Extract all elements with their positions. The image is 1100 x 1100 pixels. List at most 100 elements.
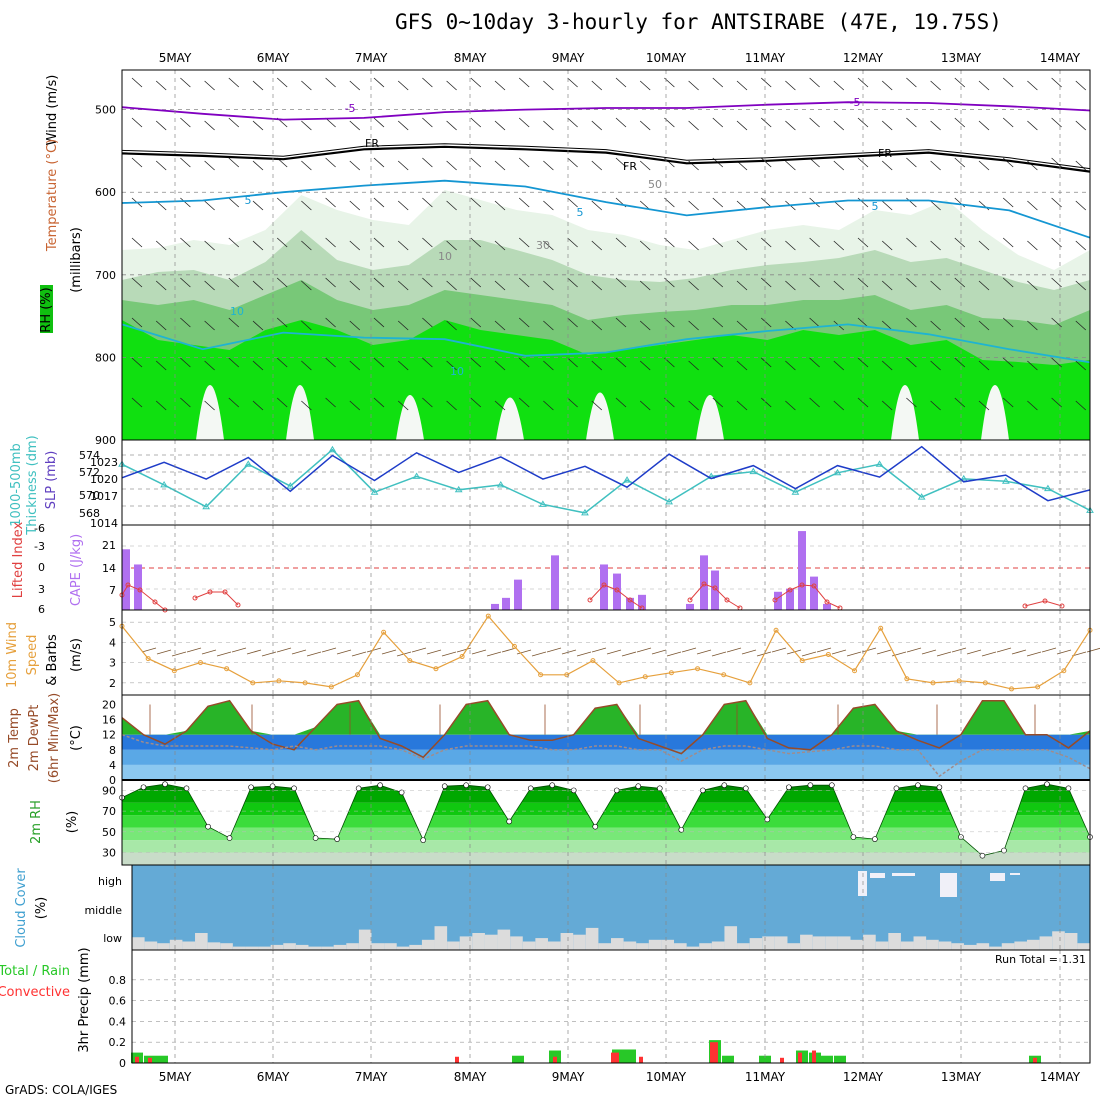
rh-marker bbox=[226, 835, 233, 841]
cloud-high-bar bbox=[940, 873, 957, 897]
wind-barb bbox=[180, 277, 191, 288]
wind-barb bbox=[1051, 237, 1062, 248]
rh-marker bbox=[915, 782, 921, 788]
cloud-low-bar bbox=[1077, 943, 1090, 950]
wind-barb bbox=[1051, 157, 1062, 168]
wind-barb bbox=[131, 77, 143, 88]
rh-marker bbox=[205, 823, 211, 830]
y-tick-label: 500 bbox=[95, 104, 116, 117]
thickness-marker bbox=[496, 480, 505, 488]
cloud-low-bar bbox=[963, 944, 977, 950]
precip-total-bar bbox=[821, 1055, 833, 1063]
thickness-marker bbox=[370, 488, 379, 495]
wind-barb bbox=[397, 200, 409, 211]
wind-barb bbox=[833, 160, 845, 171]
wind-barb bbox=[228, 197, 240, 208]
lifted-index-marker bbox=[125, 582, 131, 588]
wind-barb bbox=[301, 400, 312, 411]
precip-total-bar bbox=[512, 1055, 524, 1063]
wind-barb bbox=[180, 77, 191, 88]
wind-barb bbox=[349, 320, 361, 331]
wind-barb bbox=[688, 280, 699, 291]
thickness-marker bbox=[665, 497, 674, 505]
thickness-line bbox=[121, 448, 1091, 514]
wind-barb bbox=[543, 160, 554, 171]
cloud-high-bar bbox=[1010, 873, 1020, 875]
wind-speed-marker bbox=[302, 680, 308, 686]
wind-barb bbox=[301, 240, 312, 251]
cloud-low-bar bbox=[837, 936, 851, 950]
wind-barb bbox=[180, 397, 191, 408]
rh-marker bbox=[829, 782, 835, 788]
wind-barb bbox=[397, 360, 409, 371]
wind-barb bbox=[639, 280, 651, 291]
wind-barb bbox=[325, 317, 336, 328]
date-label-bottom: 13MAY bbox=[941, 1070, 982, 1084]
cloud-low-bar bbox=[888, 933, 901, 950]
wind-barb bbox=[1051, 317, 1062, 328]
temp-unit-label: (°C) bbox=[69, 725, 84, 751]
wind-barb bbox=[1002, 397, 1014, 408]
lifted-index-marker bbox=[627, 597, 633, 603]
wind-barb bbox=[736, 240, 748, 251]
rh-marker bbox=[484, 784, 491, 791]
wind-barb bbox=[978, 200, 990, 211]
wind-barb bbox=[543, 320, 554, 331]
wind-speed-marker bbox=[564, 672, 570, 678]
wind-barb-10m bbox=[336, 649, 352, 655]
wind-barb bbox=[1027, 360, 1038, 371]
wind-barb bbox=[228, 117, 240, 128]
wind-barb bbox=[204, 240, 215, 251]
dewpt-ylabel: 2m DewPt bbox=[27, 705, 42, 772]
wind-barb bbox=[930, 280, 941, 291]
y-tick-label: 1020 bbox=[90, 473, 118, 486]
wind-barb bbox=[954, 317, 966, 328]
wind-barb-10m bbox=[786, 649, 802, 655]
wind-barb bbox=[349, 120, 361, 131]
rh-marker bbox=[140, 784, 147, 791]
cape-bar bbox=[786, 588, 794, 610]
rh-marker bbox=[183, 785, 190, 792]
temp-band-1 bbox=[122, 749, 1090, 765]
contour-label: 10 bbox=[230, 305, 244, 318]
lifted-index-marker bbox=[687, 597, 693, 603]
wind-barb bbox=[785, 80, 796, 91]
rh-band bbox=[122, 852, 1090, 865]
wind-barb bbox=[180, 117, 191, 128]
cloud-low-bar bbox=[674, 943, 687, 950]
wind-barb-10m bbox=[1011, 649, 1027, 655]
wind-barb-10m bbox=[651, 649, 667, 655]
y-tick-label: 0.8 bbox=[109, 974, 127, 987]
wind-barb bbox=[954, 237, 966, 248]
cloud-low-bar bbox=[560, 933, 574, 950]
chart-title: GFS 0~10day 3-hourly for ANTSIRABE (47E,… bbox=[395, 10, 1002, 34]
wind-barb bbox=[204, 400, 215, 411]
wind-barb-10m bbox=[1056, 649, 1072, 655]
wind-barb bbox=[155, 120, 167, 131]
cape-bar bbox=[798, 531, 806, 610]
wind-barb bbox=[954, 157, 966, 168]
wind-barb-10m bbox=[276, 647, 292, 653]
y-tick-label: 0 bbox=[119, 1057, 126, 1070]
wind-speed-marker bbox=[773, 627, 779, 633]
cloud-low-bar bbox=[762, 936, 775, 950]
isotherm-5 bbox=[121, 179, 1091, 239]
wind-barb bbox=[688, 320, 699, 331]
wind-speed-marker bbox=[616, 680, 622, 686]
cape-ylabel: CAPE (J/kg) bbox=[69, 534, 84, 606]
wind-barb bbox=[397, 120, 409, 131]
precip-total-bar bbox=[834, 1055, 846, 1063]
wind-barb bbox=[543, 400, 554, 411]
wind-barb-10m bbox=[411, 647, 427, 653]
wind-barb bbox=[833, 120, 845, 131]
cloud-low-bar bbox=[258, 946, 271, 950]
wind-barb bbox=[446, 240, 457, 251]
cape-bar bbox=[122, 549, 130, 610]
y-tick-label: 6 bbox=[38, 603, 45, 616]
wind-barb-10m bbox=[981, 651, 997, 657]
wind-barb bbox=[567, 197, 578, 208]
contour-label: 5 bbox=[872, 200, 879, 213]
wind-barb bbox=[155, 80, 167, 91]
wind-barb bbox=[906, 157, 917, 168]
wind-speed-marker bbox=[668, 670, 674, 676]
